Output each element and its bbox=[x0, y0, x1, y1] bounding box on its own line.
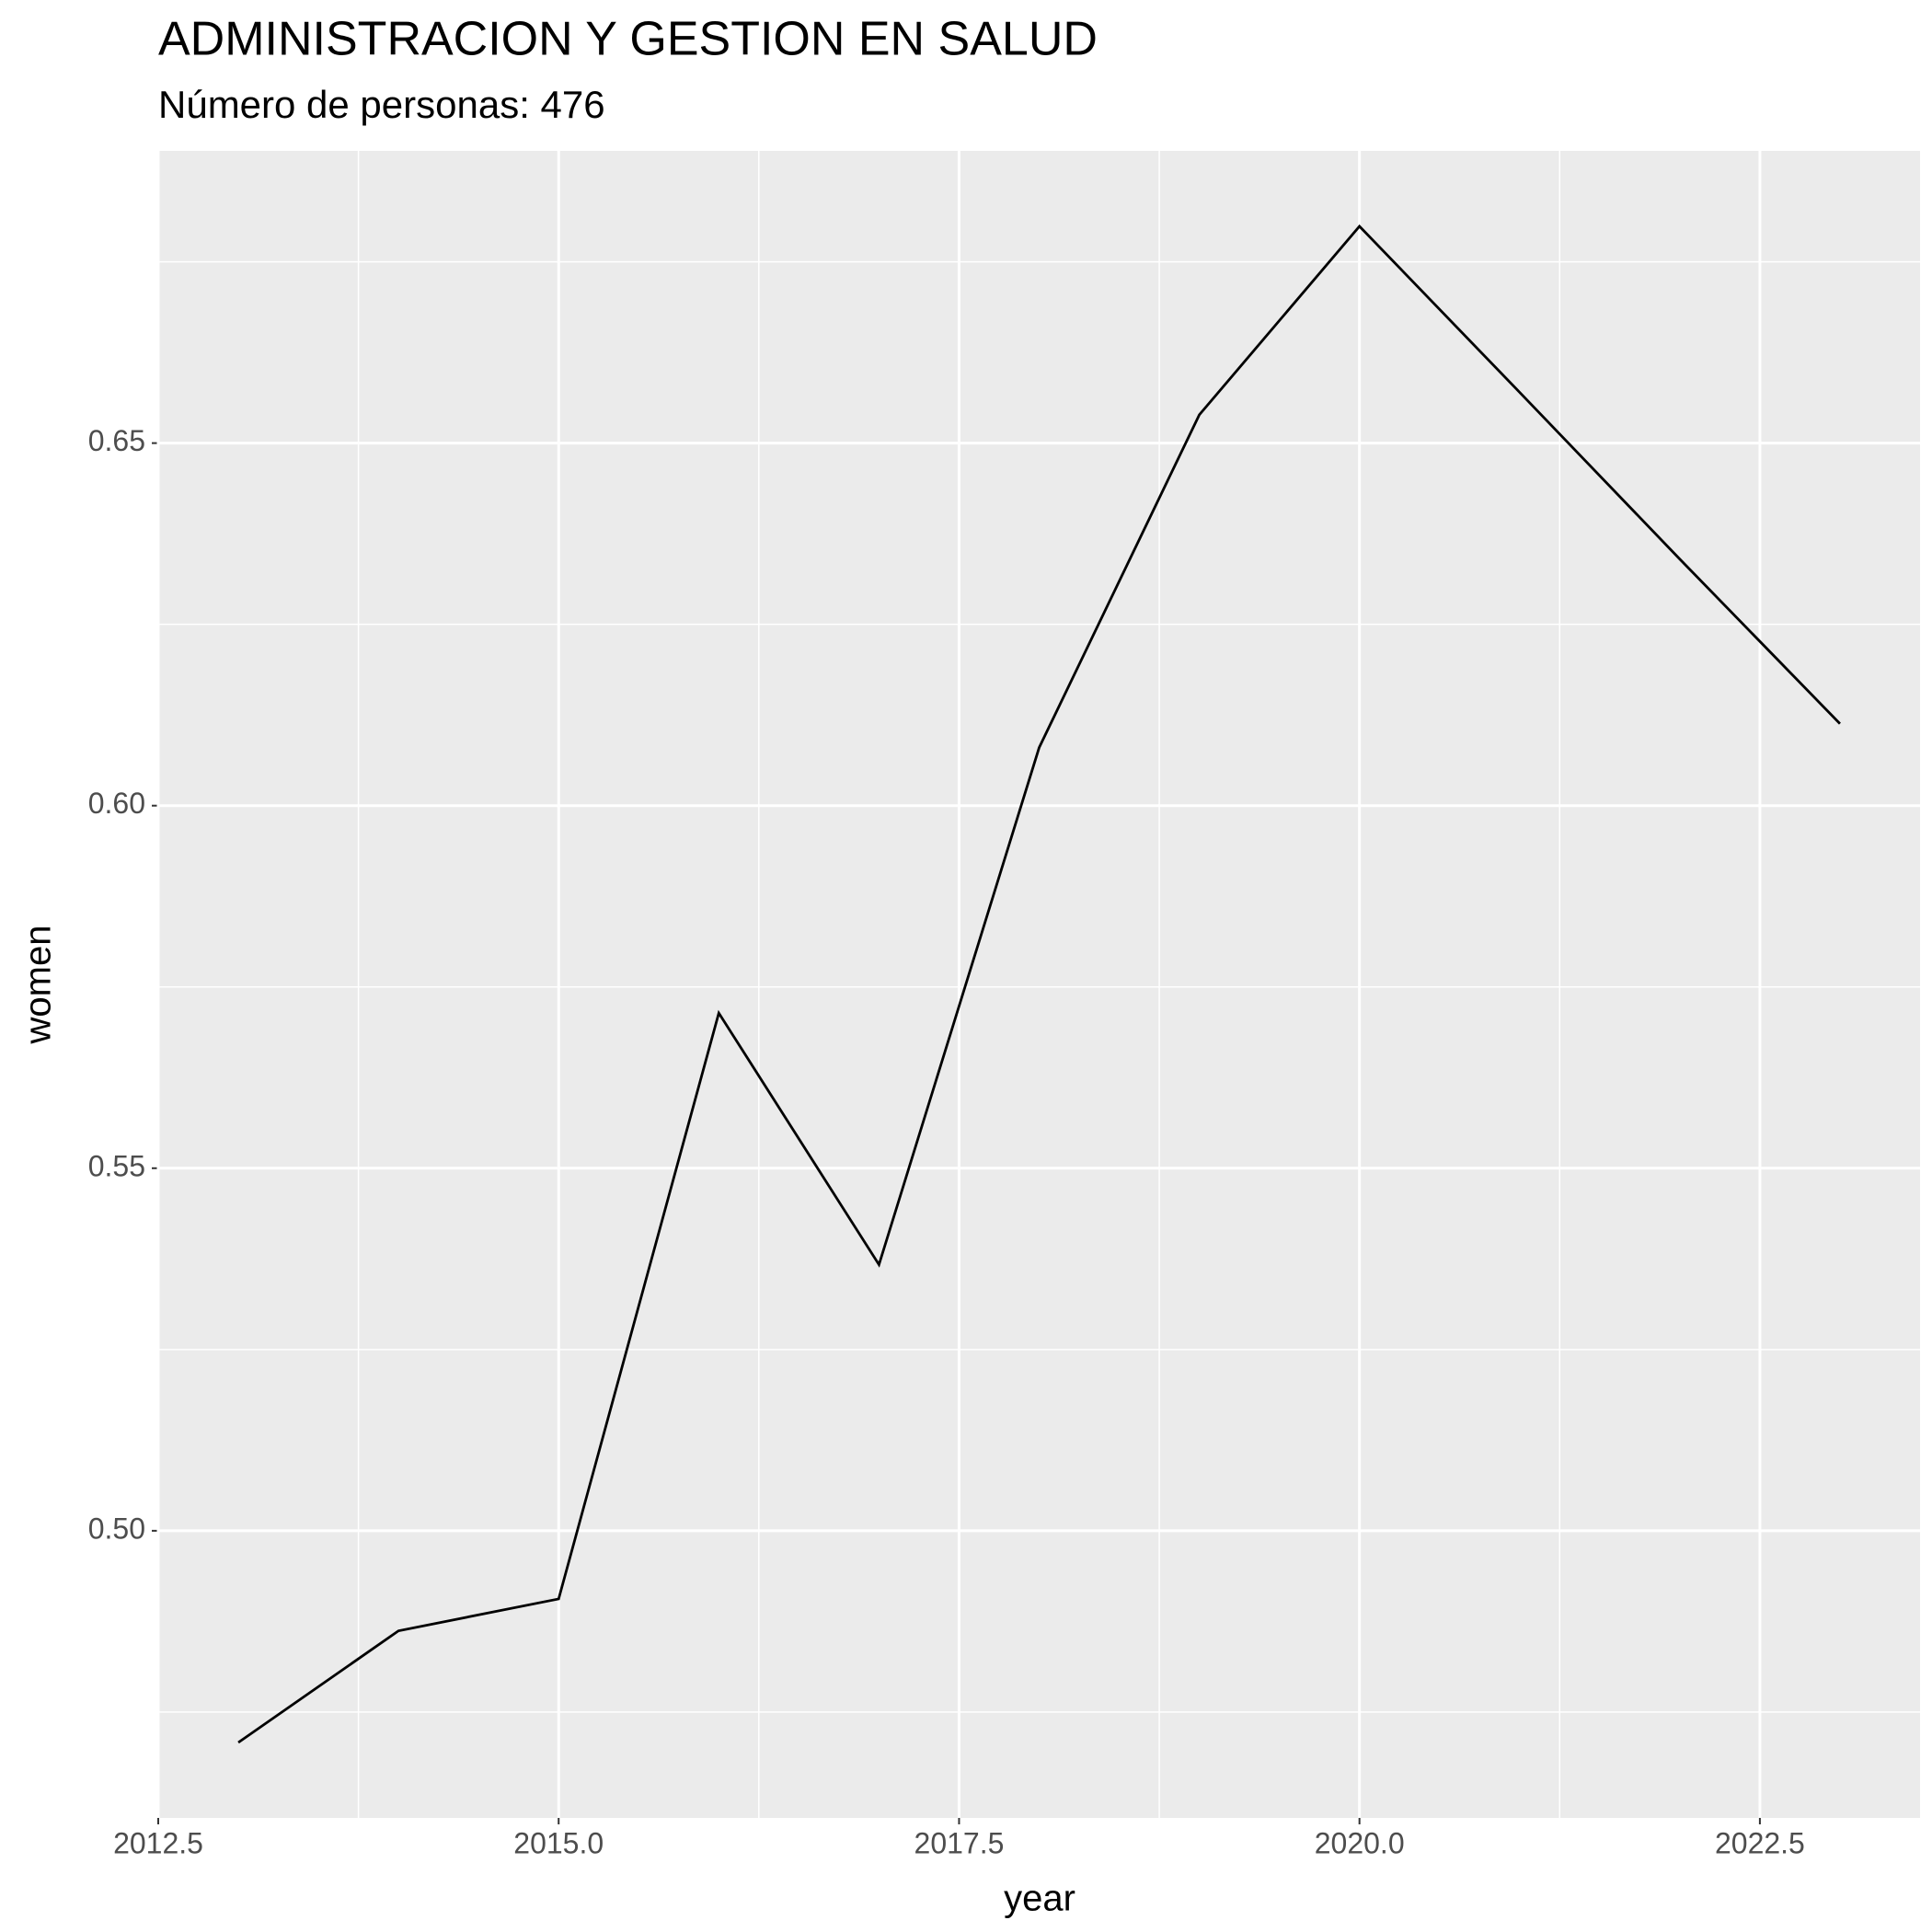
y-axis-title: women bbox=[18, 926, 59, 1045]
chart-title: ADMINISTRACION Y GESTION EN SALUD bbox=[158, 13, 1098, 66]
y-tick-label: 0.55 bbox=[88, 1149, 145, 1182]
x-axis-title: year bbox=[1004, 1879, 1075, 1919]
data-line bbox=[237, 224, 1841, 1744]
y-tick-label: 0.50 bbox=[88, 1512, 145, 1545]
x-tick-label: 2015.0 bbox=[513, 1826, 604, 1859]
x-tick-label: 2017.5 bbox=[914, 1826, 1005, 1859]
y-tick-label: 0.65 bbox=[88, 424, 145, 457]
x-tick-label: 2020.0 bbox=[1315, 1826, 1405, 1859]
x-tick-label: 2022.5 bbox=[1715, 1826, 1805, 1859]
plot-panel bbox=[158, 151, 1920, 1818]
chart-subtitle: Número de personas: 476 bbox=[158, 83, 605, 126]
x-tick-label: 2012.5 bbox=[113, 1826, 203, 1859]
y-tick-label: 0.60 bbox=[88, 787, 145, 820]
